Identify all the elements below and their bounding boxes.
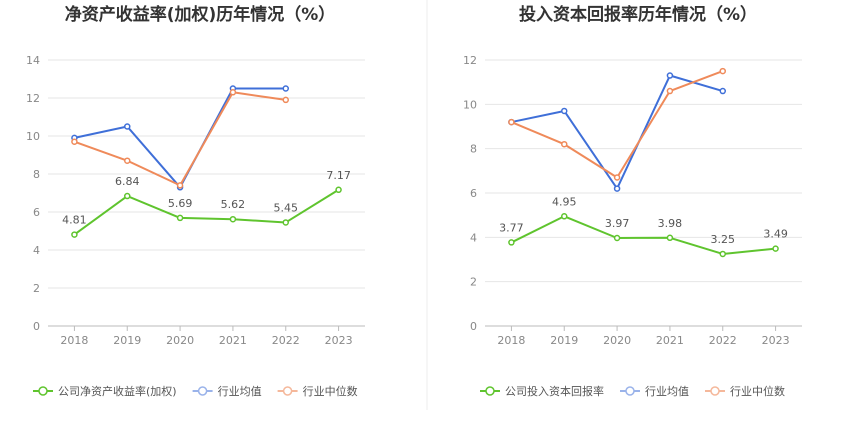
chart2-series-company-point: [508, 239, 515, 246]
chart1-series-avg-point: [124, 123, 131, 130]
chart2-data-label: 4.95: [552, 195, 577, 208]
chart1-series-median-point: [124, 157, 131, 164]
chart2-series-median-point: [666, 87, 674, 95]
chart2-data-label: 3.49: [763, 228, 788, 241]
chart1-series-avg-line: [74, 87, 286, 189]
chart1-legend-company-label: 公司净资产收益率(加权): [58, 384, 177, 398]
chart1-x-tick-label: 2020: [166, 334, 194, 347]
chart2-x-tick-label: 2021: [656, 334, 684, 347]
chart1-series-median-point: [229, 89, 237, 96]
chart2-x-tick-label: 2020: [603, 334, 631, 347]
chart2-legend-company-label: 公司投入资本回报率: [505, 384, 604, 398]
chart1-y-tick-label: 4: [33, 244, 40, 257]
chart2-series-avg-point: [613, 185, 621, 192]
chart1-series-median-point: [176, 182, 184, 189]
chart2-y-tick-label: 12: [463, 54, 477, 67]
chart1-y-tick-label: 8: [33, 168, 40, 181]
chart1-series-company-point: [229, 215, 237, 223]
chart2-x-tick-label: 2023: [762, 334, 790, 347]
chart2-series-median-point: [613, 174, 621, 181]
chart1-legend-avg-marker: [197, 386, 208, 396]
chart1-data-label: 7.17: [326, 169, 351, 182]
chart2-legend-median-label: 行业中位数: [730, 384, 785, 398]
chart2-y-tick-label: 10: [463, 98, 477, 111]
chart2-series-avg-point: [719, 87, 726, 95]
chart1-series-median-point: [282, 96, 289, 104]
chart2-series-company-point: [613, 234, 621, 242]
chart1-y-tick-label: 0: [33, 320, 40, 333]
chart2-y-tick-label: 4: [470, 231, 477, 244]
chart2-data-label: 3.25: [711, 233, 736, 246]
chart2-series-median-line: [511, 70, 724, 179]
chart1-legend-median-marker: [282, 386, 293, 396]
chart1-series-company-line: [73, 188, 340, 236]
chart1-data-label: 5.45: [274, 201, 299, 214]
chart2-y-tick-label: 8: [470, 143, 477, 156]
chart1-y-tick-label: 6: [33, 206, 40, 219]
chart2-series-median-point: [508, 118, 515, 126]
chart1-y-tick-label: 14: [26, 54, 40, 67]
chart2-x-tick-label: 2022: [709, 334, 737, 347]
chart2-data-label: 3.77: [499, 221, 524, 234]
chart1-x-tick-label: 2019: [113, 334, 141, 347]
chart2-title: 投入资本回报率历年情况（%）: [519, 4, 757, 25]
chart2-legend-avg-label: 行业均值: [645, 385, 689, 398]
chart1-series-median-point: [71, 138, 78, 145]
chart2-y-tick-label: 2: [470, 276, 477, 289]
chart1-data-label: 5.62: [221, 198, 246, 211]
chart2-data-label: 3.97: [605, 217, 630, 230]
chart2-y-tick-label: 6: [470, 187, 477, 200]
chart2-series-company-point: [561, 213, 568, 220]
chart1-x-tick-label: 2022: [272, 334, 300, 347]
chart1-legend-median-label: 行业中位数: [303, 384, 358, 398]
chart2-series-company-point: [772, 245, 779, 252]
chart2-series-median-point: [719, 67, 726, 75]
chart1-data-label: 5.69: [168, 197, 193, 210]
chart2-legend-avg-marker: [625, 386, 635, 396]
chart2-x-tick-label: 2019: [550, 334, 578, 347]
chart2-series-avg-line: [511, 74, 724, 190]
chart1-y-tick-label: 10: [26, 130, 40, 143]
chart2-data-label: 3.98: [658, 217, 683, 230]
chart1-x-tick-label: 2018: [60, 334, 88, 347]
chart1-series-avg-point: [282, 85, 289, 92]
chart2-series-company-point: [719, 250, 726, 258]
chart1-series-company-point: [176, 214, 184, 222]
chart2-y-tick-label: 0: [470, 320, 477, 333]
chart1-series-company-point: [124, 192, 131, 200]
chart1-title: 净资产收益率(加权)历年情况（%）: [65, 4, 336, 25]
chart2-legend-company-marker: [485, 386, 495, 396]
chart2-series-avg-point: [666, 72, 674, 79]
chart1-series-company-point: [335, 186, 342, 194]
chart1-y-tick-label: 12: [26, 92, 40, 105]
chart2-series-company-point: [666, 234, 674, 242]
chart2-series-company-line: [510, 215, 776, 255]
chart1-data-label: 6.84: [115, 175, 140, 188]
chart1-data-label: 4.81: [62, 214, 87, 227]
chart1-legend-company-marker: [38, 386, 48, 396]
chart1-y-tick-label: 2: [33, 282, 40, 295]
chart1-series-company-point: [282, 219, 289, 226]
chart1-series-median-line: [74, 91, 286, 187]
chart2-series-median-point: [561, 140, 568, 148]
chart1-series-company-point: [71, 231, 78, 238]
chart2-legend-median-marker: [710, 386, 720, 396]
chart1-x-tick-label: 2021: [219, 334, 247, 347]
chart1-x-tick-label: 2023: [325, 334, 353, 347]
chart1-legend-avg-label: 行业均值: [218, 385, 262, 398]
chart2-x-tick-label: 2018: [497, 334, 525, 347]
chart2-series-avg-point: [561, 107, 568, 115]
